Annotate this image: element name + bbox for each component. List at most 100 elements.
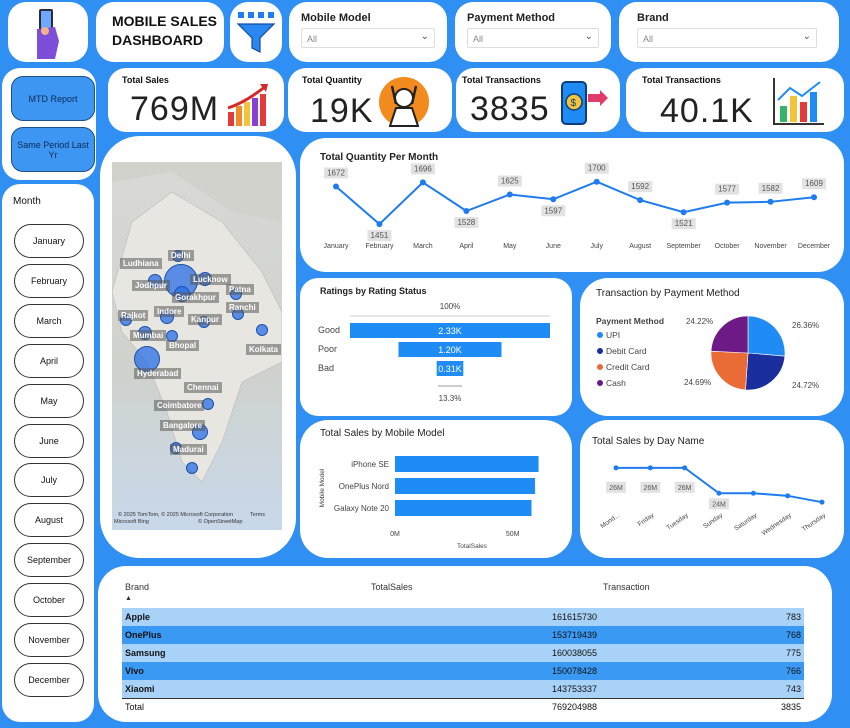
chart-title: Total Sales by Day Name <box>592 436 705 447</box>
data-label-bg <box>541 205 566 217</box>
city-label: Madurai <box>170 444 207 455</box>
chevron-down-icon: ⌄ <box>420 31 429 42</box>
month-may-button[interactable]: May <box>14 384 84 418</box>
data-point <box>680 209 687 216</box>
x-tick-label: March <box>413 243 433 250</box>
x-tick-label: 50M <box>506 531 520 538</box>
x-tick-label: September <box>667 243 702 250</box>
payment-pie-chart[interactable]: 26.36% UPI 24.72% Debit Card 24.69% Credit Ca… <box>580 278 844 416</box>
x-tick-label: May <box>503 243 517 250</box>
month-november-button[interactable]: November <box>14 623 84 657</box>
month-october-button[interactable]: October <box>14 583 84 617</box>
category-label: Good <box>318 325 340 335</box>
slicer-brand[interactable]: Brand All ⌄ <box>619 2 839 62</box>
phone-hand-icon <box>37 9 59 59</box>
ratings-bar-chart[interactable]: 100% Good 2.33K Poor 1.20K Bad 0.31K 13.3% <box>300 278 572 416</box>
data-label-bg <box>454 217 479 229</box>
slice-label: 24.72% <box>792 381 819 390</box>
dropdown-value: All <box>473 34 484 44</box>
kpi-title: Total Sales <box>122 75 169 85</box>
x-tick-label: Wednesday <box>761 511 794 537</box>
month-february-button[interactable]: February <box>14 264 84 298</box>
mobile-payment-icon: $ <box>561 81 608 125</box>
sales-by-model-card: Total Sales by Mobile Model iPhone SE One… <box>300 420 572 558</box>
brand-cell: OnePlus <box>125 630 162 640</box>
same-period-last-year-button[interactable]: Same Period Last Yr <box>11 127 95 172</box>
table-row[interactable]: Apple 161615730 783 <box>122 608 804 626</box>
x-tick-label: 0M <box>390 531 400 538</box>
category-label: Poor <box>318 344 337 354</box>
payment-method-dropdown[interactable]: All ⌄ <box>467 28 599 48</box>
month-april-button[interactable]: April <box>14 344 84 378</box>
sales-by-day-line-chart[interactable]: 26M Mond... 26M Friday 26M Tuesday 24M Sunday Sa… <box>580 420 844 558</box>
slicer-mobile-model[interactable]: Mobile Model All ⌄ <box>289 2 447 62</box>
table-row[interactable]: Xiaomi 143753337 743 <box>122 680 804 698</box>
map-bubble[interactable] <box>134 346 160 372</box>
filter-funnel-icon <box>236 12 276 53</box>
data-label: 1672 <box>327 168 345 177</box>
table-row[interactable]: Vivo 150078428 766 <box>122 662 804 680</box>
data-point <box>750 490 756 496</box>
data-label: 1700 <box>588 164 606 173</box>
legend-label: Debit Card <box>606 346 647 356</box>
data-label-bg <box>497 175 522 187</box>
chart-title: Total Quantity Per Month <box>320 152 439 163</box>
month-july-button[interactable]: July <box>14 463 84 497</box>
x-tick-label: February <box>365 243 394 250</box>
mtd-report-button[interactable]: MTD Report <box>11 76 95 121</box>
kpi-title: Total Transactions <box>462 75 541 85</box>
chevron-down-icon: ⌄ <box>802 31 811 42</box>
mobile-model-dropdown[interactable]: All ⌄ <box>301 28 435 48</box>
month-august-button[interactable]: August <box>14 503 84 537</box>
month-march-button[interactable]: March <box>14 304 84 338</box>
kpi-value: 769M <box>130 90 220 128</box>
city-label: Gorakhpur <box>172 292 219 303</box>
map-bubble[interactable] <box>186 462 198 474</box>
column-header-brand[interactable]: Brand ▲ <box>122 578 368 608</box>
map-view[interactable]: Delhi Ludhiana Jodhpur Lucknow Gorakhpur… <box>112 162 282 530</box>
city-label: Delhi <box>168 250 194 261</box>
sales-by-model-bar-chart[interactable]: iPhone SE OnePlus Nord Galaxy Note 20 0M 50M… <box>300 420 572 558</box>
month-slicer: Month January February March April May J… <box>2 184 94 722</box>
filter-card[interactable] <box>230 2 282 62</box>
data-label: 0.31K <box>438 364 462 374</box>
data-label: 26M <box>609 485 623 492</box>
month-september-button[interactable]: September <box>14 543 84 577</box>
category-label: Galaxy Note 20 <box>334 504 390 513</box>
person-celebrate-icon <box>379 77 429 127</box>
column-header-transaction[interactable]: Transaction <box>600 578 804 608</box>
month-june-button[interactable]: June <box>14 424 84 458</box>
quantity-line-chart[interactable]: 1672 January 1451 February 1696 March 1528 Apri… <box>300 138 844 272</box>
slice-label: 26.36% <box>792 321 819 330</box>
brand-dropdown[interactable]: All ⌄ <box>637 28 817 48</box>
month-january-button[interactable]: January <box>14 224 84 258</box>
column-header-total-sales[interactable]: TotalSales <box>368 578 600 608</box>
category-label: iPhone SE <box>351 460 389 469</box>
legend-marker <box>597 332 603 338</box>
table-row[interactable]: OnePlus 153719439 768 <box>122 626 804 644</box>
data-point <box>637 197 644 204</box>
data-label-bg <box>410 163 435 175</box>
bar <box>395 500 532 516</box>
map-terms-link[interactable]: Terms <box>250 512 265 518</box>
city-label: Chennai <box>184 382 222 393</box>
table-row[interactable]: Samsung 160038055 775 <box>122 644 804 662</box>
funnel-top-label: 100% <box>440 302 460 311</box>
city-label: Bhopal <box>166 340 200 351</box>
bar <box>395 478 536 494</box>
month-december-button[interactable]: December <box>14 663 84 697</box>
data-point <box>647 465 653 471</box>
map-bubble[interactable] <box>256 324 268 336</box>
data-label-bg <box>802 178 826 190</box>
bar <box>395 456 539 472</box>
data-label-bg <box>606 481 626 493</box>
slicer-payment-method[interactable]: Payment Method All ⌄ <box>455 2 611 62</box>
legend-label: UPI <box>606 330 620 340</box>
data-point <box>785 493 791 499</box>
data-label: 26M <box>644 485 658 492</box>
brand-cell: Samsung <box>125 648 166 658</box>
kpi-title: Total Quantity <box>302 75 362 85</box>
table-header-row: Brand ▲ TotalSales Transaction <box>122 578 804 608</box>
pie-slice <box>745 352 786 391</box>
legend-label: Credit Card <box>606 362 650 372</box>
